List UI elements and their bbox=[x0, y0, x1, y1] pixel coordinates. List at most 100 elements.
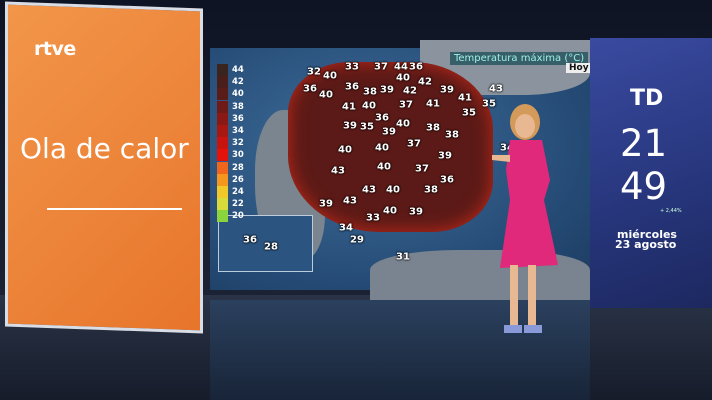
legend-entry: 34 bbox=[217, 125, 249, 138]
temperature-label: 38 bbox=[426, 122, 440, 134]
canary-islands-inset bbox=[218, 215, 313, 272]
clock-hours: 21 bbox=[620, 122, 668, 165]
temperature-label: 39 bbox=[343, 120, 357, 132]
temperature-label: 39 bbox=[380, 84, 394, 96]
temperature-label: 42 bbox=[403, 85, 417, 97]
legend-entry: 32 bbox=[217, 137, 249, 150]
headline-text: Ola de calor bbox=[20, 132, 189, 165]
legend-swatch bbox=[217, 161, 228, 174]
legend-value: 24 bbox=[232, 186, 244, 197]
legend-swatch bbox=[217, 210, 228, 223]
temperature-label: 32 bbox=[307, 66, 321, 78]
legend-swatch bbox=[217, 64, 228, 77]
clock-minutes: 49 bbox=[620, 165, 668, 208]
temperature-label: 39 bbox=[382, 126, 396, 138]
legend-value: 44 bbox=[232, 65, 244, 76]
legend-entry: 44 bbox=[217, 64, 249, 77]
temperature-label: 38 bbox=[445, 129, 459, 141]
ticker-value: + 2,44% bbox=[660, 208, 682, 214]
temperature-label: 35 bbox=[462, 107, 476, 119]
legend-swatch bbox=[217, 173, 228, 186]
legend-swatch bbox=[217, 88, 228, 101]
date: 23 agosto bbox=[615, 238, 677, 251]
legend-swatch bbox=[217, 137, 228, 150]
temperature-label: 38 bbox=[363, 86, 377, 98]
temperature-label: 36 bbox=[409, 61, 423, 73]
temperature-label: 35 bbox=[360, 121, 374, 133]
temperature-label: 37 bbox=[407, 138, 421, 150]
temperature-label: 37 bbox=[415, 163, 429, 175]
temperature-label: 40 bbox=[396, 118, 410, 130]
temperature-label: 40 bbox=[338, 144, 352, 156]
temperature-label: 38 bbox=[424, 184, 438, 196]
legend-value: 42 bbox=[232, 77, 244, 88]
temperature-label: 40 bbox=[375, 142, 389, 154]
temperature-label: 31 bbox=[396, 251, 410, 263]
legend-entry: 20 bbox=[217, 210, 249, 223]
temperature-label: 41 bbox=[342, 101, 356, 113]
legend-swatch bbox=[217, 185, 228, 198]
map-day: Hoy bbox=[566, 63, 592, 73]
legend-swatch bbox=[217, 125, 228, 138]
temperature-label: 40 bbox=[377, 161, 391, 173]
temperature-label: 36 bbox=[345, 81, 359, 93]
temperature-label: 40 bbox=[383, 205, 397, 217]
legend-value: 34 bbox=[232, 126, 244, 137]
temperature-label: 39 bbox=[319, 198, 333, 210]
temperature-label: 34 bbox=[339, 222, 353, 234]
temperature-label: 36 bbox=[440, 174, 454, 186]
td-logo: TD bbox=[630, 86, 664, 111]
legend-swatch bbox=[217, 76, 228, 89]
temperature-label: 43 bbox=[362, 184, 376, 196]
legend-entry: 22 bbox=[217, 198, 249, 211]
temperature-label: 41 bbox=[426, 98, 440, 110]
legend-entry: 26 bbox=[217, 173, 249, 186]
legend-value: 28 bbox=[232, 162, 244, 173]
temperature-label: 40 bbox=[396, 72, 410, 84]
legend-entry: 24 bbox=[217, 185, 249, 198]
legend-value: 26 bbox=[232, 174, 244, 185]
temperature-label: 39 bbox=[440, 84, 454, 96]
legend-swatch bbox=[217, 198, 228, 211]
legend-entry: 28 bbox=[217, 161, 249, 174]
temperature-label: 40 bbox=[362, 100, 376, 112]
temperature-label: 43 bbox=[331, 165, 345, 177]
temperature-label: 44 bbox=[394, 61, 408, 73]
legend-swatch bbox=[217, 149, 228, 162]
legend-value: 20 bbox=[232, 211, 244, 222]
temperature-label: 41 bbox=[458, 92, 472, 104]
temperature-label: 33 bbox=[366, 212, 380, 224]
canary-temperature-label: 36 bbox=[243, 234, 257, 246]
map-title: Temperatura máxima (°C) bbox=[450, 52, 589, 65]
legend-value: 32 bbox=[232, 138, 244, 149]
temperature-label: 37 bbox=[374, 61, 388, 73]
legend-entry: 30 bbox=[217, 149, 249, 162]
legend-value: 40 bbox=[232, 89, 244, 100]
legend-value: 36 bbox=[232, 113, 244, 124]
temperature-label: 43 bbox=[489, 83, 503, 95]
legend-value: 30 bbox=[232, 150, 244, 161]
temperature-label: 34 bbox=[500, 142, 514, 154]
legend-entry: 42 bbox=[217, 76, 249, 89]
legend-swatch bbox=[217, 100, 228, 113]
temperature-label: 36 bbox=[303, 83, 317, 95]
temperature-label: 35 bbox=[482, 98, 496, 110]
temperature-label: 40 bbox=[319, 89, 333, 101]
temperature-label: 42 bbox=[418, 76, 432, 88]
legend-value: 38 bbox=[232, 101, 244, 112]
temperature-legend: 44 42 40 38 36 34 32 30 28 26 24 22 20 bbox=[217, 64, 249, 223]
canary-temperature-label: 28 bbox=[264, 241, 278, 253]
legend-value: 22 bbox=[232, 199, 244, 210]
map-land-spain bbox=[288, 62, 493, 232]
temperature-label: 43 bbox=[343, 195, 357, 207]
weekday: miércoles bbox=[617, 228, 677, 241]
temperature-label: 39 bbox=[409, 206, 423, 218]
legend-entry: 38 bbox=[217, 100, 249, 113]
presenter bbox=[492, 104, 558, 333]
legend-swatch bbox=[217, 112, 228, 125]
rtve-logo: rtve bbox=[34, 38, 76, 60]
temperature-label: 40 bbox=[323, 70, 337, 82]
temperature-label: 36 bbox=[375, 112, 389, 124]
legend-entry: 40 bbox=[217, 88, 249, 101]
headline-divider bbox=[47, 208, 182, 210]
